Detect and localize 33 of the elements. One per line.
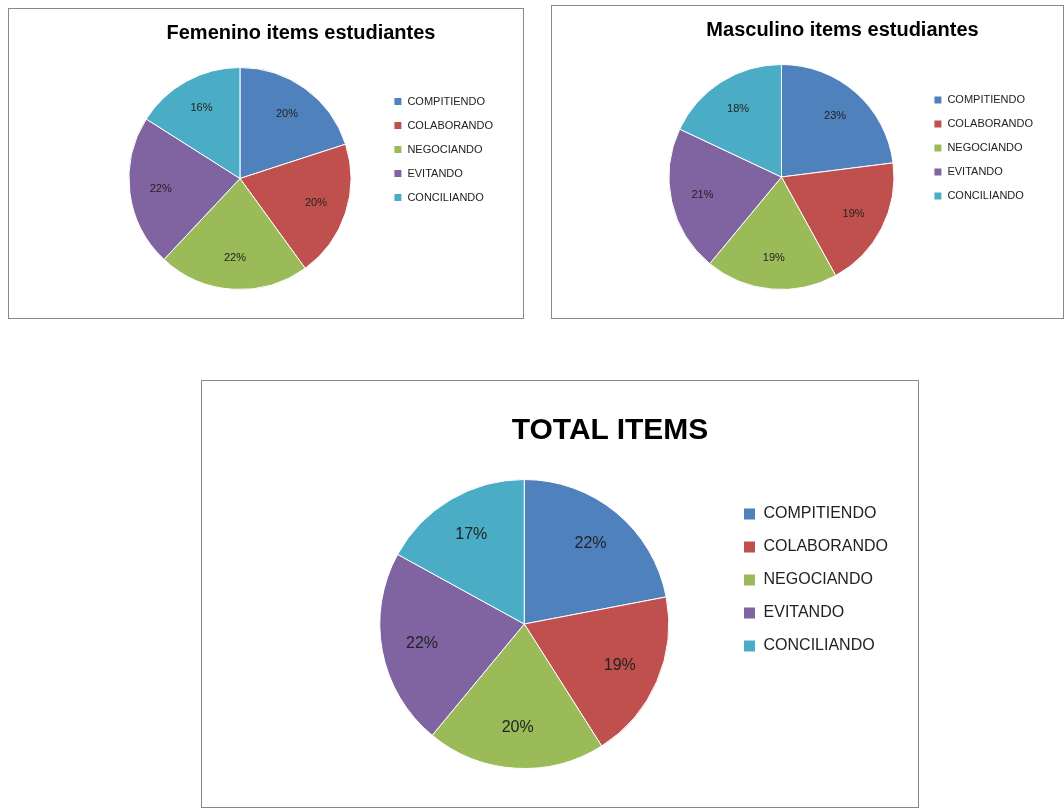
legend-label: EVITANDO <box>947 165 1004 178</box>
legend-label: COMPITIENDO <box>947 93 1026 106</box>
legend-label: COLABORANDO <box>947 117 1034 130</box>
data-label: 21% <box>691 187 714 200</box>
data-label: 20% <box>275 106 299 119</box>
data-label: 23% <box>824 109 847 122</box>
data-label: 22% <box>149 181 172 194</box>
legend-label: NEGOCIANDO <box>407 142 484 155</box>
data-label: 17% <box>455 524 488 542</box>
legend-label: COMPITIENDO <box>407 94 486 107</box>
legend-label: CONCILIANDO <box>947 189 1025 202</box>
data-label: 18% <box>727 101 750 114</box>
data-label: 16% <box>190 101 213 114</box>
data-label: 20% <box>304 196 328 209</box>
legend-label: COMPITIENDO <box>763 504 877 522</box>
data-label: 22% <box>574 534 607 552</box>
data-label: 19% <box>762 250 786 263</box>
chart-title: Masculino items estudiantes <box>706 17 979 40</box>
data-label: 22% <box>223 251 247 264</box>
legend-label: NEGOCIANDO <box>763 570 873 588</box>
data-label: 20% <box>501 718 534 736</box>
legend-label: NEGOCIANDO <box>947 141 1024 154</box>
chart-title: TOTAL ITEMS <box>511 412 709 446</box>
legend-label: COLABORANDO <box>407 118 494 131</box>
legend-label: CONCILIANDO <box>763 636 875 654</box>
data-label: 19% <box>603 655 636 673</box>
legend-label: EVITANDO <box>763 603 845 621</box>
data-label: 19% <box>842 206 865 219</box>
legend-label: EVITANDO <box>407 166 464 179</box>
data-label: 22% <box>406 633 439 651</box>
legend-label: CONCILIANDO <box>407 190 485 203</box>
legend-label: COLABORANDO <box>763 537 888 555</box>
chart-title: Femenino items estudiantes <box>166 20 436 43</box>
